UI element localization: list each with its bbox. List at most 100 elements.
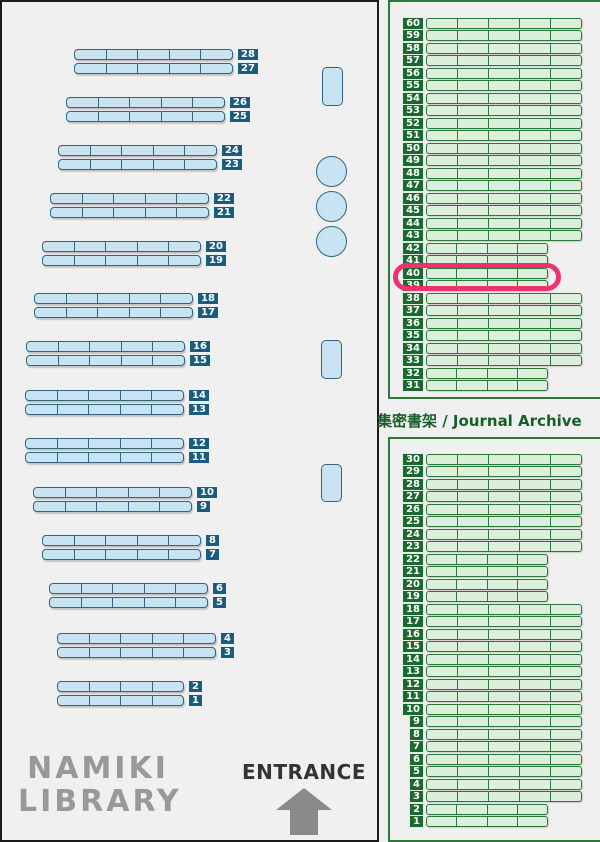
shelf-segment [551, 306, 581, 315]
shelf-segment [26, 453, 58, 462]
shelf-segment [458, 169, 489, 178]
shelf-segment [59, 160, 91, 169]
shelf-segment [458, 356, 489, 365]
shelf-segment [91, 146, 123, 155]
shelf-number-tag: 3 [409, 790, 424, 803]
archive-shelf-4 [426, 779, 582, 790]
shelf-segment [58, 682, 90, 691]
shelf-segment [518, 381, 547, 390]
shelf-segment [153, 634, 185, 643]
shelf-segment [75, 550, 107, 559]
shelf-segment [489, 692, 520, 701]
archive-shelf-52 [426, 118, 582, 129]
shelf-segment [106, 242, 138, 251]
shelf-segment [427, 144, 458, 153]
shelf-segment [457, 381, 488, 390]
archive-shelf-26 [426, 504, 582, 515]
shelf-segment [458, 792, 489, 801]
shelf-segment [160, 488, 191, 497]
shelf-segment [551, 69, 581, 78]
shelf-segment [59, 356, 91, 365]
shelf-segment [427, 231, 458, 240]
shelf-segment [551, 169, 581, 178]
shelf-segment [152, 405, 183, 414]
shelf-segment [427, 642, 458, 651]
shelf-segment [551, 294, 581, 303]
shelf-segment [458, 81, 489, 90]
shelf-segment [427, 742, 458, 751]
shelf-segment [489, 194, 520, 203]
shelf-segment [551, 206, 581, 215]
entrance-arrow-icon [276, 788, 332, 810]
shelf-segment [551, 56, 581, 65]
shelf-segment [458, 194, 489, 203]
shelf-number-tag: 10 [196, 486, 218, 499]
shelf-segment [551, 231, 581, 240]
archive-shelf-57 [426, 55, 582, 66]
shelf-segment [520, 680, 551, 689]
shelf-segment [489, 294, 520, 303]
shelf-segment [457, 256, 488, 265]
shelf-segment [520, 206, 551, 215]
shelf-segment [427, 605, 458, 614]
shelf-segment [427, 331, 458, 340]
shelf-segment [427, 306, 458, 315]
shelf-segment [161, 308, 192, 317]
reading-room-outline [0, 0, 379, 842]
shelf-segment [489, 331, 520, 340]
shelf-number-tag: 14 [188, 389, 210, 402]
shelf-segment [458, 742, 489, 751]
shelf-segment [427, 381, 458, 390]
archive-shelf-30 [426, 454, 582, 465]
shelf-segment [26, 405, 58, 414]
shelf-segment [427, 281, 458, 290]
shelf-segment [551, 119, 581, 128]
archive-shelf-49 [426, 155, 582, 166]
shelf-segment [122, 146, 154, 155]
round-table [316, 191, 347, 222]
shelf-segment [520, 69, 551, 78]
shelf-segment [169, 536, 200, 545]
shelf-segment [130, 294, 162, 303]
shelf-segment [458, 642, 489, 651]
shelf-number-tag: 1 [188, 694, 203, 707]
shelf-segment [520, 542, 551, 551]
shelf-segment [51, 208, 83, 217]
shelf-segment [170, 64, 202, 73]
shelf-segment [161, 294, 192, 303]
shelf-segment [518, 805, 547, 814]
shelf-segment [551, 81, 581, 90]
shelf-segment [97, 488, 129, 497]
shelf-segment [551, 44, 581, 53]
archive-shelf-7 [426, 741, 582, 752]
bookshelf-5 [49, 597, 208, 608]
shelf-number-tag: 24 [221, 144, 243, 157]
shelf-segment [551, 156, 581, 165]
archive-shelf-28 [426, 479, 582, 490]
shelf-segment [520, 530, 551, 539]
shelf-segment [457, 281, 488, 290]
shelf-number-tag: 4 [220, 632, 235, 645]
shelf-number-tag: 13 [188, 403, 210, 416]
archive-shelf-32 [426, 368, 548, 379]
shelf-segment [458, 480, 489, 489]
shelf-number-tag: 51 [402, 129, 424, 142]
shelf-segment [58, 439, 90, 448]
shelf-segment [106, 256, 138, 265]
shelf-number-tag: 20 [205, 240, 227, 253]
shelf-segment [489, 755, 520, 764]
shelf-segment [520, 705, 551, 714]
shelf-segment [50, 584, 82, 593]
shelf-segment [145, 598, 177, 607]
shelf-segment [489, 219, 520, 228]
shelf-number-tag: 3 [220, 646, 235, 659]
shelf-segment [520, 294, 551, 303]
shelf-segment [170, 50, 202, 59]
shelf-segment [520, 56, 551, 65]
shelf-segment [99, 98, 131, 107]
shelf-segment [427, 256, 458, 265]
shelf-segment [520, 81, 551, 90]
shelf-segment [520, 106, 551, 115]
shelf-segment [489, 655, 520, 664]
